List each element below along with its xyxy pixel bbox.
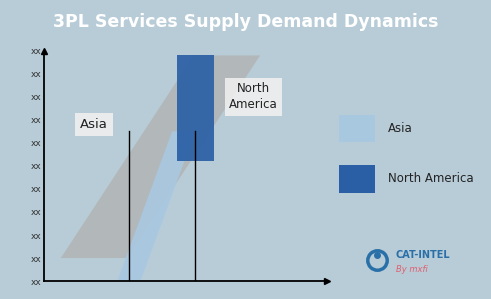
Text: North America: North America	[388, 172, 474, 185]
Text: By mxfi: By mxfi	[396, 265, 428, 274]
Text: 3PL Services Supply Demand Dynamics: 3PL Services Supply Demand Dynamics	[53, 13, 438, 31]
Text: Asia: Asia	[80, 118, 108, 131]
Text: CAT-INTEL: CAT-INTEL	[396, 250, 451, 260]
Text: North
America: North America	[229, 83, 278, 111]
Text: Asia: Asia	[388, 122, 413, 135]
FancyBboxPatch shape	[339, 165, 375, 193]
FancyBboxPatch shape	[339, 115, 375, 142]
